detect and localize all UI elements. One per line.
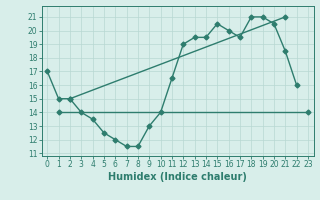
X-axis label: Humidex (Indice chaleur): Humidex (Indice chaleur)	[108, 172, 247, 182]
